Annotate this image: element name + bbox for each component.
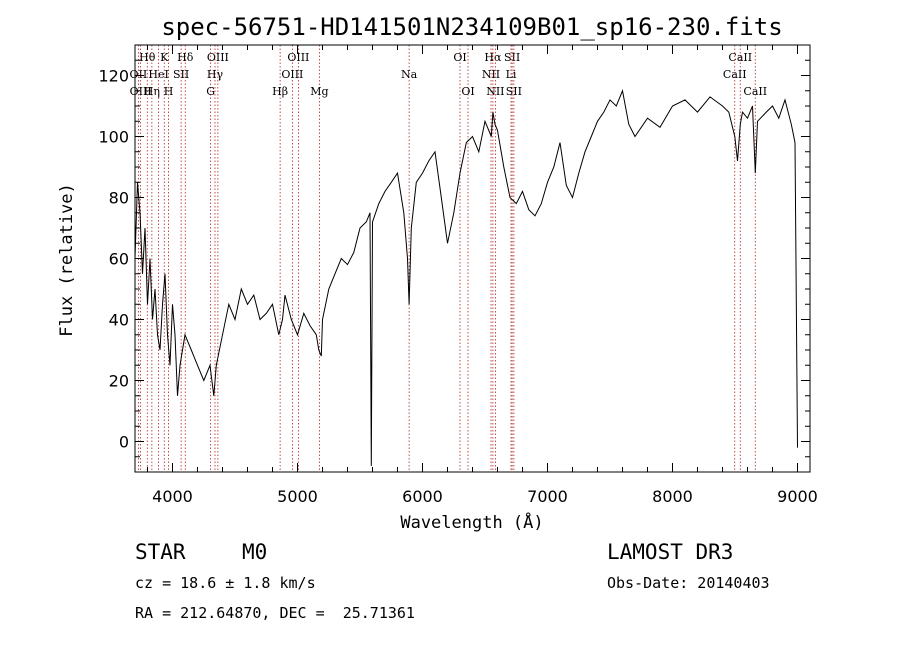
y-tick-label-1: 20 bbox=[109, 372, 129, 391]
line-label-6: SII bbox=[173, 68, 189, 81]
line-label-19: Hα bbox=[484, 51, 502, 64]
line-label-5: K bbox=[160, 51, 169, 64]
line-label-12: Hβ bbox=[272, 85, 288, 98]
survey-name: LAMOST DR3 bbox=[607, 540, 734, 564]
y-tick-label-0: 0 bbox=[119, 433, 129, 452]
x-tick-label-4: 8000 bbox=[652, 487, 693, 506]
object-class: STAR bbox=[135, 540, 186, 564]
line-label-24: SII bbox=[506, 85, 522, 98]
x-tick-label-5: 9000 bbox=[777, 487, 818, 506]
y-tick-label-4: 80 bbox=[109, 189, 129, 208]
line-label-9: OIII bbox=[207, 51, 229, 64]
y-tick-label-3: 60 bbox=[109, 250, 129, 269]
line-label-1: OII bbox=[130, 68, 148, 81]
line-label-26: CaII bbox=[723, 68, 747, 81]
line-label-2: HeI bbox=[148, 68, 168, 81]
x-axis-label: Wavelength (Å) bbox=[400, 511, 543, 533]
line-label-7: H bbox=[164, 85, 174, 98]
line-label-20: NII bbox=[482, 68, 500, 81]
sky-coordinates: RA = 212.64870, DEC = 25.71361 bbox=[135, 604, 415, 622]
line-label-18: OI bbox=[461, 85, 474, 98]
y-tick-label-2: 40 bbox=[109, 311, 129, 330]
line-label-25: CaII bbox=[728, 51, 752, 64]
x-axis-ticks: 4000 5000 6000 7000 8000 9000 bbox=[147, 45, 818, 506]
chart-title: spec-56751-HD141501N234109B01_sp16-230.f… bbox=[161, 13, 782, 41]
y-tick-label-6: 120 bbox=[98, 67, 129, 86]
line-label-8: Hδ bbox=[177, 51, 194, 64]
line-label-11: G bbox=[206, 85, 215, 98]
line-label-21: NII bbox=[486, 85, 504, 98]
line-label-15: Mg bbox=[310, 85, 328, 98]
observation-date: Obs-Date: 20140403 bbox=[607, 574, 770, 592]
line-label-0: Hθ bbox=[139, 51, 156, 64]
y-tick-label-5: 100 bbox=[98, 128, 129, 147]
x-tick-label-2: 6000 bbox=[402, 487, 443, 506]
line-label-13: OIII bbox=[287, 51, 309, 64]
x-tick-label-3: 7000 bbox=[527, 487, 568, 506]
spectrum-series-line bbox=[134, 89, 798, 466]
y-axis-label: Flux (relative) bbox=[57, 183, 77, 337]
x-tick-label-0: 4000 bbox=[152, 487, 193, 506]
line-label-10: Hγ bbox=[207, 68, 224, 81]
redshift-value: cz = 18.6 ± 1.8 km/s bbox=[135, 574, 316, 592]
line-label-22: SII bbox=[504, 51, 520, 64]
line-label-16: Na bbox=[401, 68, 418, 81]
line-label-27: CaII bbox=[743, 85, 767, 98]
object-subclass: M0 bbox=[242, 540, 268, 564]
line-label-23: Li bbox=[506, 68, 517, 81]
line-label-17: OI bbox=[453, 51, 466, 64]
y-axis-ticks: 0 20 40 60 80 100 120 bbox=[98, 44, 810, 473]
plot-frame bbox=[134, 44, 811, 473]
x-tick-label-1: 5000 bbox=[277, 487, 318, 506]
line-label-14: OIII bbox=[281, 68, 303, 81]
line-label-4: Hη bbox=[144, 85, 160, 98]
